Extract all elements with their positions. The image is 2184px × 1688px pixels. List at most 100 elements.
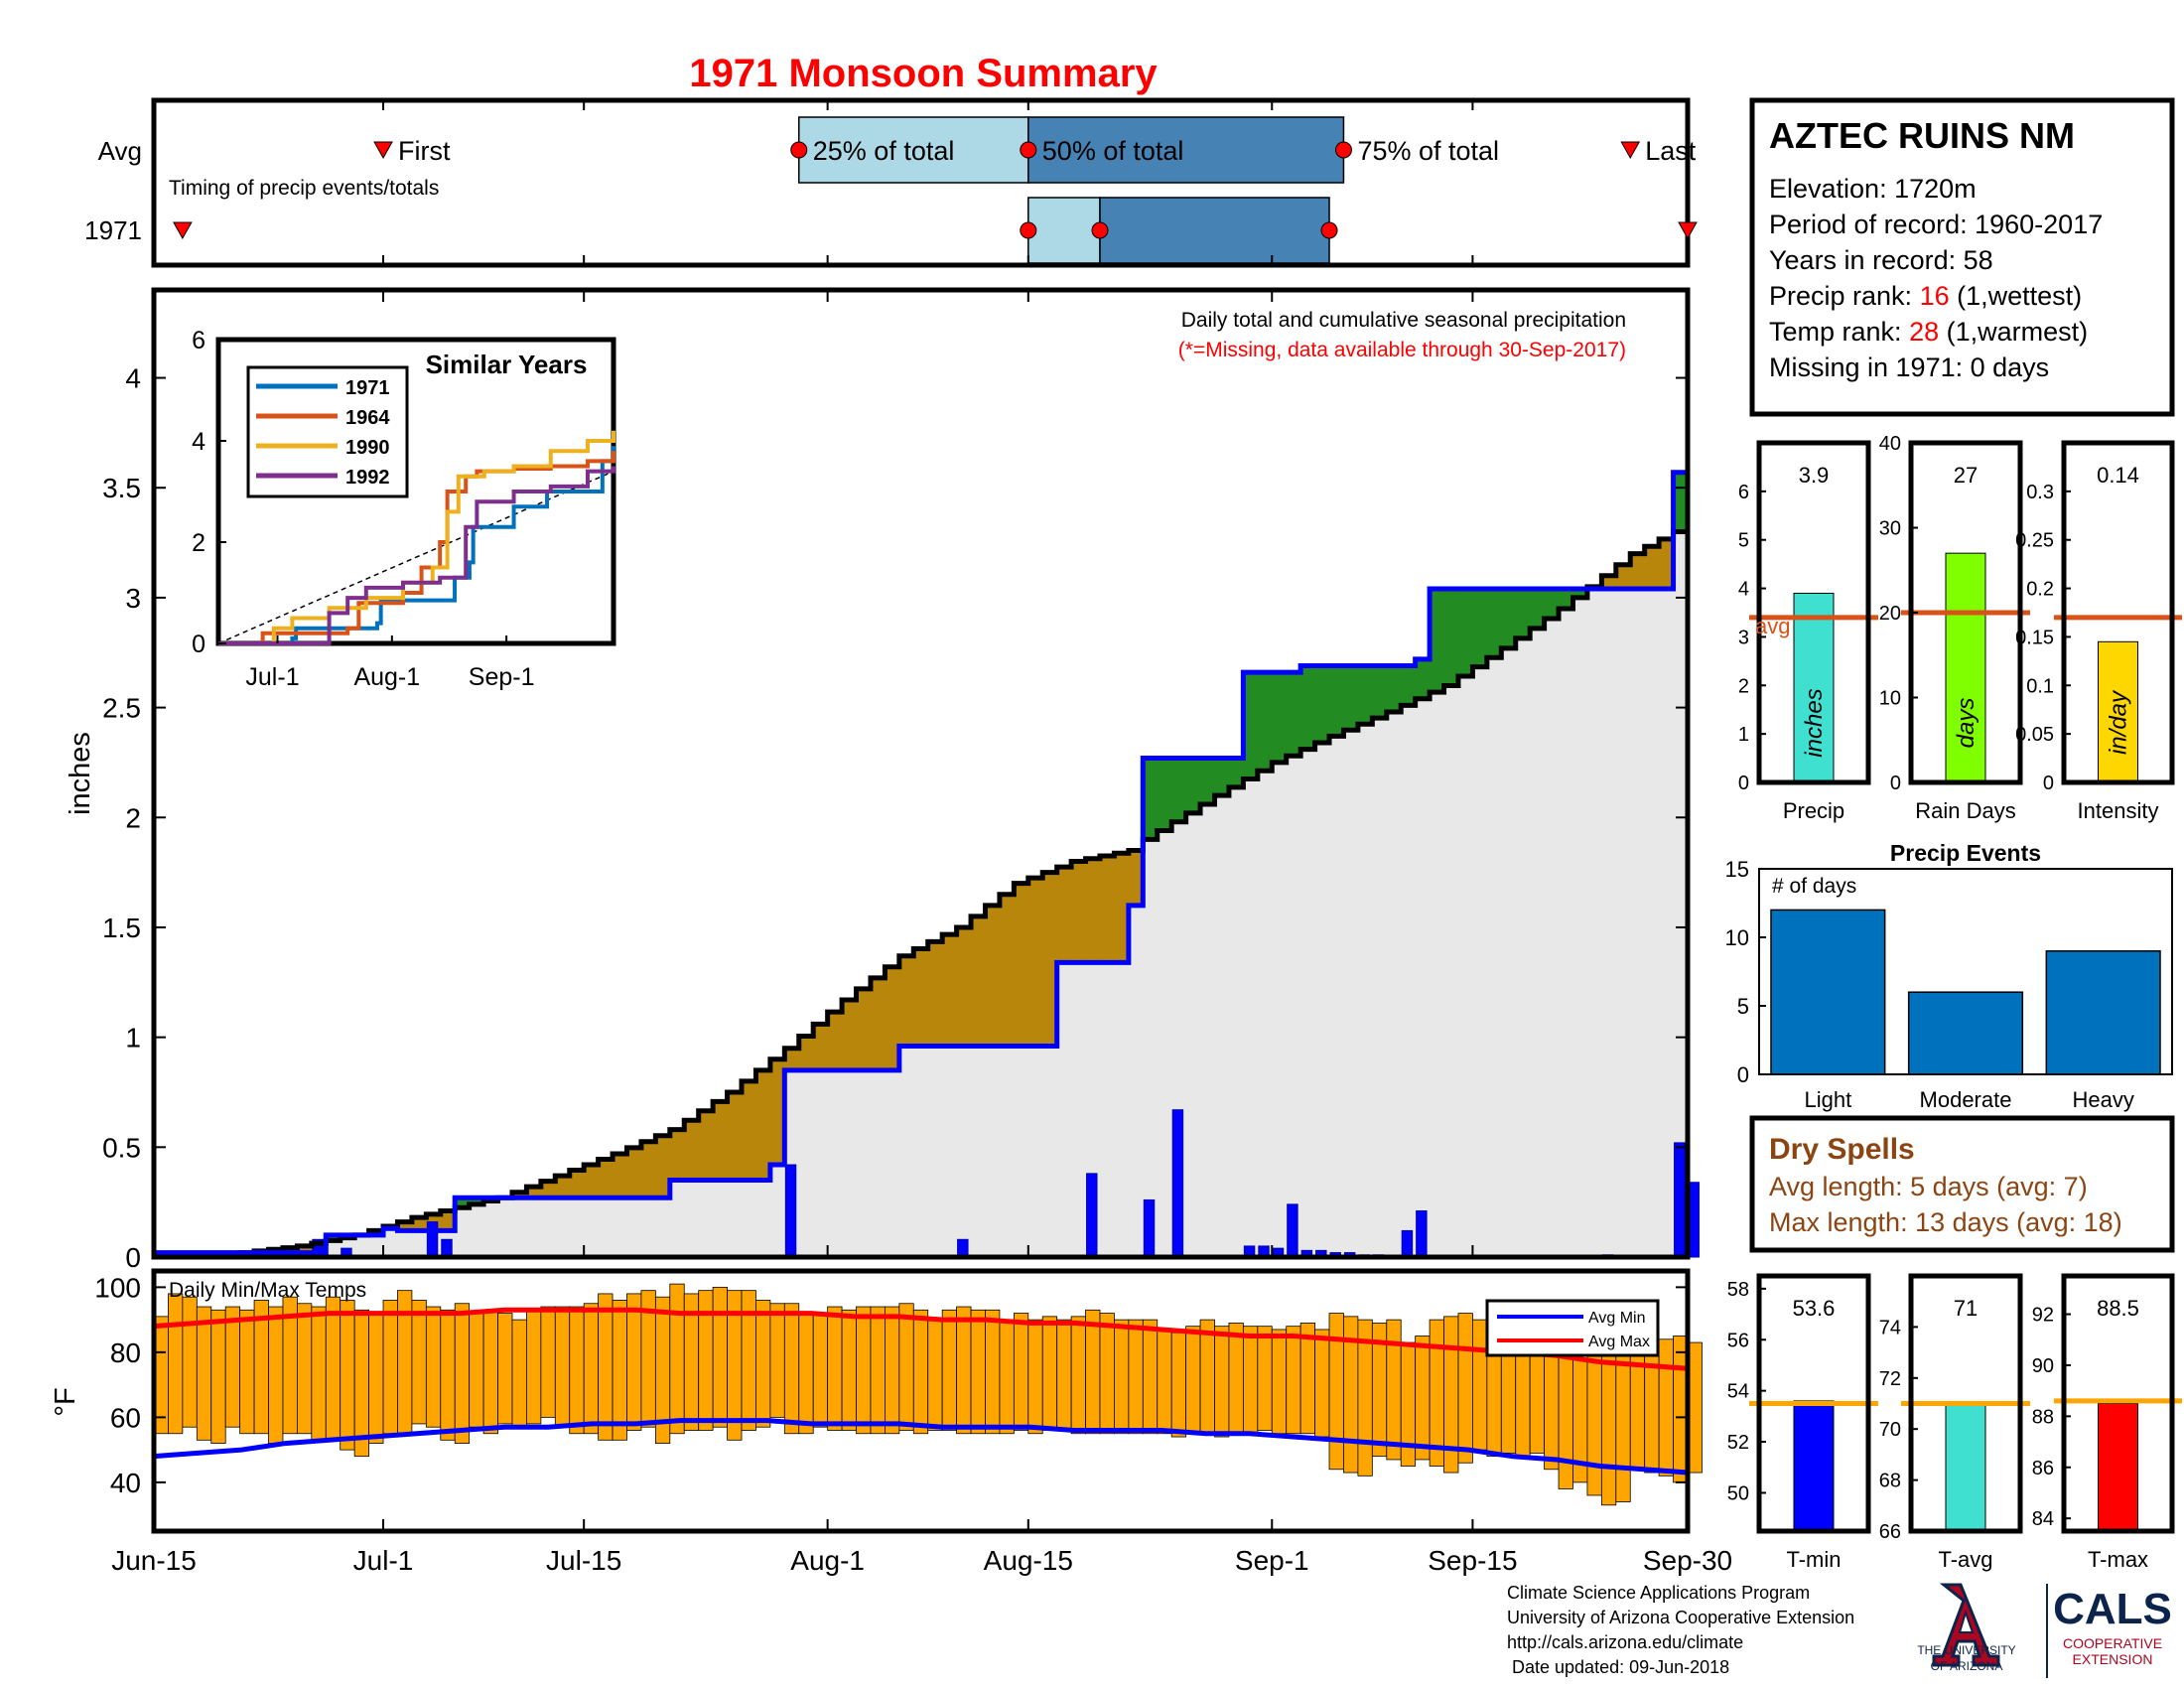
drier-than-avg-area xyxy=(584,1165,600,1198)
station-name: AZTEC RUINS NM xyxy=(1769,115,2075,156)
timing-dot xyxy=(1020,141,1037,159)
drier-than-avg-area xyxy=(927,941,943,1047)
wetter-than-avg-area xyxy=(1530,589,1546,629)
drier-than-avg-area xyxy=(898,955,914,1047)
daily-temp-bar xyxy=(1056,1319,1072,1431)
mini-value-label: 88.5 xyxy=(2097,1296,2139,1321)
wetter-than-avg-area xyxy=(1171,758,1187,822)
station-period: Period of record: 1960-2017 xyxy=(1769,210,2103,239)
timing-dot xyxy=(1020,221,1037,239)
mini-title: T-avg xyxy=(1938,1547,1992,1572)
drier-than-avg-area xyxy=(1042,872,1058,1047)
drier-than-avg-area xyxy=(297,1245,313,1253)
mini-panel-frame xyxy=(1756,1273,1871,1534)
ua-line2: OF ARIZONA xyxy=(1931,1659,2003,1673)
daily-temp-bar xyxy=(382,1300,398,1435)
drier-than-avg-area xyxy=(397,1221,413,1231)
wetter-than-avg-area xyxy=(1286,672,1301,757)
temp-ytick-label: 60 xyxy=(110,1402,141,1433)
timing-label-first: First xyxy=(398,136,451,166)
mini-ytick-label: 4 xyxy=(1738,579,1749,601)
daily-temp-bar xyxy=(1314,1329,1330,1438)
mini-title: Precip xyxy=(1783,798,1844,823)
drier-than-avg-area xyxy=(870,977,886,1070)
mini-ytick-label: 88 xyxy=(2032,1406,2054,1428)
temp-ylabel: °F xyxy=(50,1387,81,1416)
mini-bar xyxy=(1793,592,1835,783)
daily-temp-bar xyxy=(454,1303,471,1444)
daily-temp-bar xyxy=(296,1303,313,1435)
daily-temp-bar xyxy=(1142,1319,1159,1435)
mini-ytick-label: 54 xyxy=(1727,1381,1749,1403)
inset-xtick-label: Aug-1 xyxy=(353,663,420,691)
daily-temp-bar xyxy=(1013,1313,1029,1431)
timing-dot xyxy=(790,141,808,159)
daily-temp-bar xyxy=(1114,1319,1130,1435)
main-frame-border xyxy=(151,287,1691,1260)
daily-precip-bar xyxy=(441,1238,453,1258)
daily-temp-bar xyxy=(1415,1336,1431,1461)
daily-temp-bar xyxy=(956,1306,972,1435)
timing-row-year-label: 1971 xyxy=(84,215,142,245)
timing-note: Timing of precip events/totals xyxy=(169,177,439,200)
main-ytick-label: 3.5 xyxy=(102,473,141,503)
mini-value-label: 71 xyxy=(1954,1296,1978,1321)
temp-rank-value: 28 xyxy=(1909,317,1939,347)
wetter-than-avg-area xyxy=(1185,758,1201,813)
daily-temp-bar xyxy=(1228,1323,1244,1435)
drier-than-avg-area xyxy=(1644,546,1660,590)
mini-ytick-label: 5 xyxy=(1738,530,1749,552)
drier-than-avg-area xyxy=(913,948,929,1047)
mini-value-label: 3.9 xyxy=(1799,463,1830,488)
drier-than-avg-area xyxy=(971,915,986,1047)
footer-line3: http://cals.arizona.edu/climate xyxy=(1507,1632,1743,1652)
drier-than-avg-area xyxy=(640,1141,656,1198)
daily-temp-bar xyxy=(812,1313,829,1428)
legend-label-max: Avg Max xyxy=(1588,1334,1650,1350)
mini-title: Intensity xyxy=(2078,798,2159,823)
cals-wordmark: CALS xyxy=(2053,1585,2172,1633)
ua-line1: THE UNIVERSITY xyxy=(1917,1643,2015,1657)
drier-than-avg-area xyxy=(411,1217,427,1231)
inset-series-1992 xyxy=(218,466,615,645)
inset-ytick-label: 2 xyxy=(192,529,205,557)
timing-box-q1 xyxy=(798,116,1029,184)
date-tick-label: Sep-1 xyxy=(1235,1545,1309,1576)
drier-than-avg-area xyxy=(440,1210,456,1231)
drier-than-avg-area xyxy=(540,1181,556,1198)
daily-precip-bar xyxy=(1688,1182,1700,1258)
footer: Climate Science Applications Program Uni… xyxy=(1507,1583,1854,1677)
mini-ytick-label: 56 xyxy=(1727,1330,1749,1351)
inset-legend-label: 1971 xyxy=(345,377,390,399)
daily-temp-bar xyxy=(1099,1313,1115,1435)
daily-temp-bar xyxy=(898,1303,914,1431)
mini-ytick-label: 0.3 xyxy=(2026,482,2054,503)
similar-years-inset: 0 2 4 6 Jul-1 Aug-1 Sep-1 Similar Years 1971 1964… xyxy=(192,327,616,691)
timing-row-avg-label: Avg xyxy=(98,136,142,166)
wetter-than-avg-area xyxy=(455,1197,471,1208)
mini-bar xyxy=(2098,640,2138,783)
daily-temp-bar xyxy=(497,1313,513,1425)
wetter-than-avg-area xyxy=(1300,665,1316,750)
daily-temp-bar xyxy=(985,1309,1001,1435)
mini-ytick-label: 52 xyxy=(1727,1432,1749,1454)
drier-than-avg-area xyxy=(784,1048,800,1070)
drier-than-avg-area xyxy=(698,1110,714,1181)
daily-temp-bar xyxy=(1586,1351,1602,1496)
drier-than-avg-area xyxy=(727,1091,743,1181)
temp-ytick-label: 40 xyxy=(110,1468,141,1498)
timing-label-p25: 25% of total xyxy=(813,136,955,166)
mini-ytick-label: 0.15 xyxy=(2015,627,2054,648)
daily-temp-bar xyxy=(368,1313,384,1444)
timing-box-q2 xyxy=(1099,197,1330,264)
temp-plot: 40 60 80 100 Daily Min/Max Temps Avg Min Avg M… xyxy=(94,1272,1703,1531)
wetter-than-avg-area xyxy=(1430,589,1445,693)
precip-events-panel: Precip Events # of days Light Moderate Heavy… xyxy=(1725,840,2173,1112)
main-ytick-label: 1.5 xyxy=(102,913,141,943)
drier-than-avg-area xyxy=(742,1080,756,1181)
daily-temp-bar xyxy=(411,1300,427,1425)
mini-ytick-label: 0 xyxy=(2043,773,2054,794)
date-tick-label: Sep-30 xyxy=(1643,1545,1732,1576)
mini-value-label: 27 xyxy=(1954,463,1978,488)
